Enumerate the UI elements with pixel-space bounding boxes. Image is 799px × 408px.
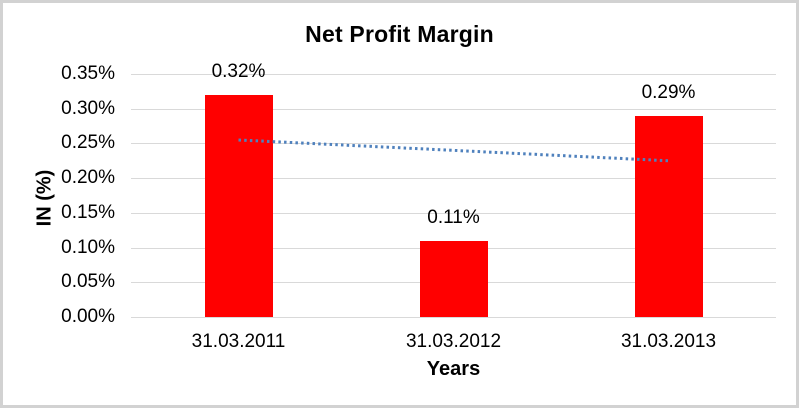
y-axis-tick-label: 0.00% bbox=[61, 306, 115, 327]
bar bbox=[204, 94, 273, 317]
bar bbox=[634, 115, 703, 317]
y-axis-tick-label: 0.10% bbox=[61, 236, 115, 258]
gridline bbox=[131, 212, 776, 214]
bar-value-label: 0.32% bbox=[211, 60, 266, 82]
x-axis-category-label: 31.03.2013 bbox=[620, 331, 717, 352]
bar-value-label: 0.29% bbox=[641, 81, 696, 103]
x-axis-category-label: 31.03.2011 bbox=[191, 331, 286, 352]
x-axis-title: Years bbox=[426, 358, 481, 380]
bar-value-label: 0.11% bbox=[427, 206, 480, 228]
chart-title: Net Profit Margin bbox=[305, 21, 494, 47]
y-axis-tick-label: 0.15% bbox=[61, 201, 115, 223]
y-axis-tick-label: 0.25% bbox=[61, 132, 115, 154]
y-axis-title: IN (%) bbox=[33, 169, 56, 227]
y-axis-tick-label: 0.20% bbox=[61, 167, 115, 189]
gridline bbox=[131, 108, 776, 110]
y-axis-tick-label: 0.35% bbox=[61, 63, 115, 84]
y-axis-tick-label: 0.05% bbox=[61, 271, 115, 293]
gridline bbox=[131, 178, 776, 180]
x-axis-category-label: 31.03.2012 bbox=[405, 331, 502, 352]
bar bbox=[419, 240, 488, 317]
y-axis-tick-label: 0.30% bbox=[61, 97, 115, 119]
gridline bbox=[131, 74, 776, 75]
gridline bbox=[131, 317, 776, 318]
